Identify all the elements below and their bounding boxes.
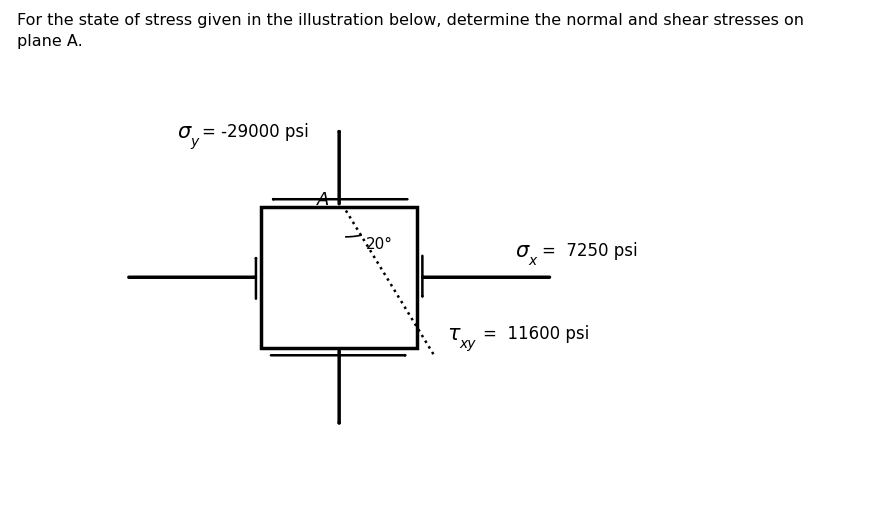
Text: $\sigma$: $\sigma$ [177,122,193,142]
Text: A: A [317,191,329,208]
Text: x: x [529,254,537,268]
Text: y: y [190,135,198,149]
Text: $\sigma$: $\sigma$ [515,241,531,261]
Text: plane A.: plane A. [17,34,83,49]
Text: =  11600 psi: = 11600 psi [483,325,589,343]
Text: = -29000 psi: = -29000 psi [203,123,309,141]
Text: =  7250 psi: = 7250 psi [542,242,638,260]
Text: 20°: 20° [367,237,393,252]
Text: $\tau$: $\tau$ [448,324,462,344]
Text: xy: xy [459,337,476,351]
Text: For the state of stress given in the illustration below, determine the normal an: For the state of stress given in the ill… [17,13,804,28]
